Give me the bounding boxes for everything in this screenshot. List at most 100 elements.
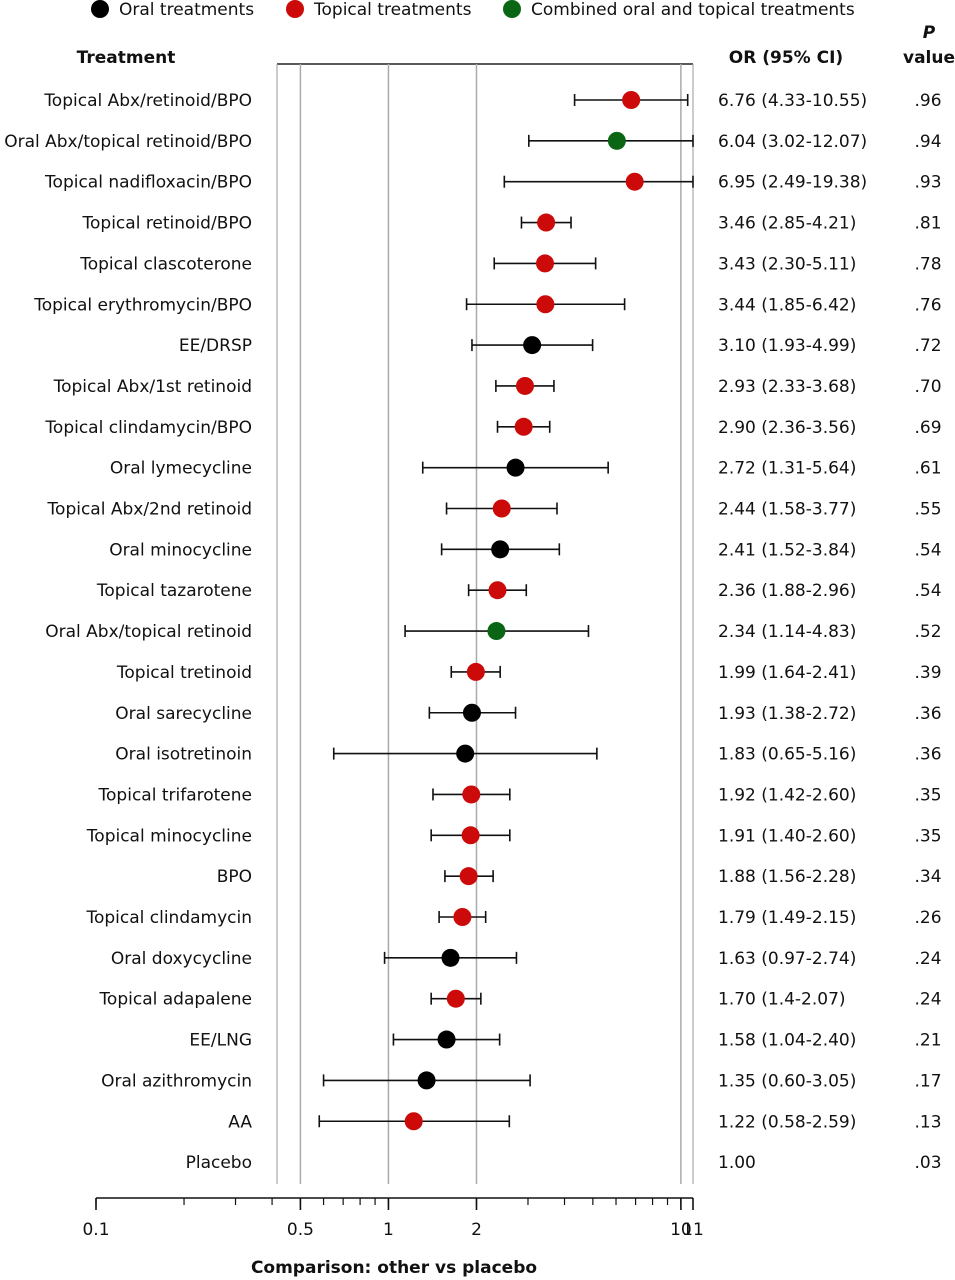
legend-label: Topical treatments <box>313 0 472 20</box>
legend: Oral treatments Topical treatments Combine… <box>91 0 855 20</box>
legend-marker <box>503 0 521 18</box>
p-value: .13 <box>914 1112 941 1132</box>
row-label: Topical adapalene <box>98 990 252 1010</box>
or-ci-value: 1.70 (1.4-2.07) <box>718 990 846 1010</box>
or-ci-value: 1.99 (1.64-2.41) <box>718 663 856 683</box>
row: Topical nadifloxacin/BPO 6.95 (2.49-19.38… <box>44 172 942 193</box>
p-value: .96 <box>914 91 941 111</box>
or-point <box>462 785 481 804</box>
row-label: Topical Abx/2nd retinoid <box>47 500 252 520</box>
row-label: Oral Abx/topical retinoid <box>45 622 252 642</box>
gridlines <box>276 63 694 1184</box>
row: Topical erythromycin/BPO 3.44 (1.85-6.42)… <box>33 295 942 315</box>
or-point <box>404 1112 423 1131</box>
or-ci-value: 3.46 (2.85-4.21) <box>718 214 856 234</box>
or-point <box>487 622 506 641</box>
or-point <box>523 336 542 355</box>
or-ci-value: 1.91 (1.40-2.60) <box>718 826 856 846</box>
treatment-header: Treatment <box>77 48 176 68</box>
p-value: .70 <box>914 377 941 397</box>
or-ci-value: 1.88 (1.56-2.28) <box>718 867 856 887</box>
row: Topical Abx/1st retinoid 2.93 (2.33-3.68)… <box>53 376 942 397</box>
or-ci-value: 3.44 (1.85-6.42) <box>718 295 856 315</box>
p-value: .93 <box>914 173 941 193</box>
row: Topical retinoid/BPO 3.46 (2.85-4.21) .81 <box>82 213 942 234</box>
p-value: .81 <box>914 214 941 234</box>
or-point <box>491 540 510 559</box>
row: AA 1.22 (0.58-2.59) .13 <box>228 1112 942 1132</box>
row: BPO 1.88 (1.56-2.28) .34 <box>217 867 942 887</box>
p-value: .76 <box>914 295 941 315</box>
or-point <box>514 417 533 436</box>
row: Topical Abx/retinoid/BPO 6.76 (4.33-10.55… <box>43 91 942 111</box>
x-tick-label: 10 <box>670 1220 692 1240</box>
legend-marker <box>286 0 304 18</box>
row-label: Topical clindamycin <box>85 908 252 928</box>
row-label: Topical trifarotene <box>98 785 252 805</box>
row: Topical minocycline 1.91 (1.40-2.60) .35 <box>86 826 942 846</box>
row-label: Placebo <box>186 1153 252 1173</box>
or-ci-value: 2.41 (1.52-3.84) <box>718 540 856 560</box>
or-ci-value: 1.92 (1.42-2.60) <box>718 785 856 805</box>
or-point <box>461 826 480 845</box>
or-ci-value: 2.90 (2.36-3.56) <box>718 418 856 438</box>
or-point <box>622 91 641 109</box>
row: Topical tretinoid 1.99 (1.64-2.41) .39 <box>116 662 942 683</box>
p-value: .69 <box>914 418 941 438</box>
row-label: Topical nadifloxacin/BPO <box>44 173 252 193</box>
p-value: .21 <box>914 1031 941 1051</box>
or-point <box>535 254 554 273</box>
or-point <box>536 295 555 314</box>
x-tick-label: 11 <box>682 1220 704 1240</box>
x-tick-label: 1 <box>383 1220 394 1240</box>
x-tick-label: 2 <box>471 1220 482 1240</box>
row-label: Oral azithromycin <box>101 1071 252 1091</box>
row-label: Oral minocycline <box>109 540 252 560</box>
or-ci-value: 1.63 (0.97-2.74) <box>718 949 856 969</box>
or-ci-value: 6.76 (4.33-10.55) <box>718 91 867 111</box>
p-value: .78 <box>914 254 941 274</box>
or-point <box>466 662 485 681</box>
row: Oral Abx/topical retinoid 2.34 (1.14-4.83… <box>45 622 942 642</box>
or-point <box>607 131 626 150</box>
or-ci-value: 2.93 (2.33-3.68) <box>718 377 856 397</box>
or-ci-value: 3.43 (2.30-5.11) <box>718 254 856 274</box>
p-header: P <box>923 23 936 43</box>
p-value: .35 <box>914 785 941 805</box>
or-point <box>437 1030 456 1049</box>
row-label: Oral Abx/topical retinoid/BPO <box>4 132 252 152</box>
p-value: .24 <box>914 949 941 969</box>
or-ci-value: 1.58 (1.04-2.40) <box>718 1031 856 1051</box>
or-ci-header: OR (95% CI) <box>729 48 843 68</box>
row-label: Topical erythromycin/BPO <box>33 295 252 315</box>
p-value: .36 <box>914 745 941 765</box>
or-ci-value: 1.83 (0.65-5.16) <box>718 745 856 765</box>
p-value: .94 <box>914 132 941 152</box>
p-value: .54 <box>914 581 941 601</box>
row: Oral isotretinoin 1.83 (0.65-5.16) .36 <box>115 744 942 765</box>
p-value: .72 <box>914 336 941 356</box>
or-point <box>488 581 507 600</box>
or-ci-value: 2.36 (1.88-2.96) <box>718 581 856 601</box>
row-label: AA <box>228 1112 252 1132</box>
row-label: Topical clindamycin/BPO <box>44 418 252 438</box>
p-value: .24 <box>914 990 941 1010</box>
p-value: .52 <box>914 622 941 642</box>
p-value: .39 <box>914 663 941 683</box>
or-point <box>515 376 534 395</box>
row: Placebo 1.00 .03 <box>186 1153 942 1173</box>
p-value: .61 <box>914 459 941 479</box>
or-ci-value: 1.22 (0.58-2.59) <box>718 1112 856 1132</box>
row-label: Oral doxycycline <box>111 949 252 969</box>
legend-label: Oral treatments <box>119 0 254 20</box>
row-label: Oral isotretinoin <box>115 745 252 765</box>
row-label: Topical clascoterone <box>79 254 252 274</box>
or-ci-value: 2.44 (1.58-3.77) <box>718 500 856 520</box>
row-label: Topical retinoid/BPO <box>82 214 252 234</box>
or-point <box>537 213 556 232</box>
row: Topical Abx/2nd retinoid 2.44 (1.58-3.77)… <box>47 499 942 520</box>
row: Oral sarecycline 1.93 (1.38-2.72) .36 <box>115 703 942 724</box>
row-label: Topical tazarotene <box>96 581 252 601</box>
or-ci-value: 2.72 (1.31-5.64) <box>718 459 856 479</box>
